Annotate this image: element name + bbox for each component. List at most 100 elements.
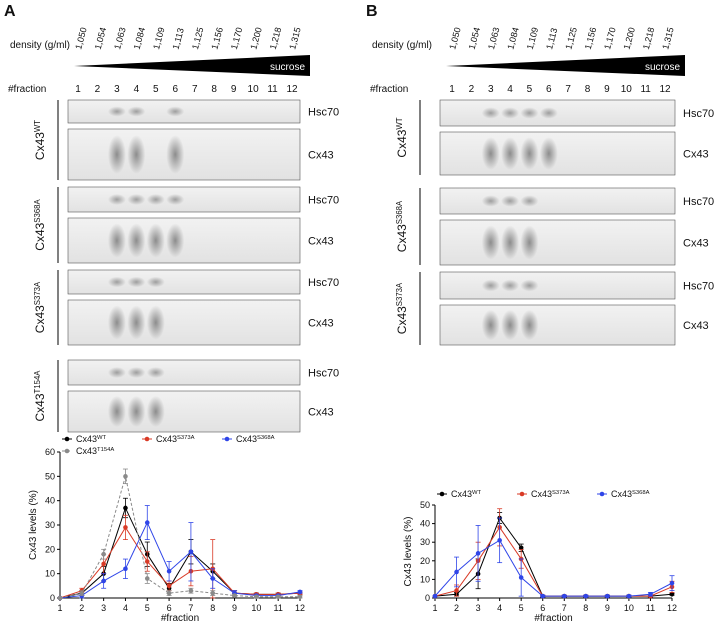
x-tick-label: 9 bbox=[605, 603, 610, 613]
fraction-number: 2 bbox=[469, 84, 475, 95]
density-value: 1,125 bbox=[190, 26, 205, 50]
y-tick-label: 30 bbox=[420, 537, 430, 547]
blot-strip bbox=[439, 187, 676, 215]
construct-label-base: Cx43 bbox=[33, 305, 47, 333]
legend-swatch bbox=[144, 436, 150, 442]
data-point bbox=[101, 578, 106, 584]
x-tick-label: 4 bbox=[123, 603, 128, 613]
blot-band bbox=[166, 223, 185, 258]
legend-swatch bbox=[64, 448, 70, 454]
construct-label: Cx43T154A bbox=[33, 370, 48, 422]
data-point bbox=[123, 505, 128, 511]
construct-label-base: Cx43 bbox=[33, 393, 47, 421]
fraction-number: 11 bbox=[640, 84, 651, 95]
band-label: Hsc70 bbox=[308, 368, 339, 380]
y-tick-label: 10 bbox=[420, 574, 430, 584]
x-tick-label: 3 bbox=[101, 603, 106, 613]
blot-band bbox=[501, 309, 520, 341]
band-label: Cx43 bbox=[683, 149, 709, 161]
y-tick-label: 30 bbox=[45, 520, 55, 530]
data-point bbox=[540, 593, 546, 599]
x-tick-label: 10 bbox=[624, 603, 634, 613]
construct-label: Cx43WT bbox=[395, 117, 410, 157]
band-label: Hsc70 bbox=[308, 195, 339, 207]
legend-swatch bbox=[64, 436, 70, 442]
density-value: 1,113 bbox=[171, 27, 186, 51]
fraction-number: 5 bbox=[527, 84, 533, 95]
series-line bbox=[59, 476, 300, 599]
data-point bbox=[57, 595, 63, 601]
band-label: Cx43 bbox=[308, 236, 334, 248]
fraction-number: 6 bbox=[546, 84, 552, 95]
blot-strip bbox=[67, 269, 301, 295]
density-value: 1,084 bbox=[132, 26, 147, 50]
blot-strip bbox=[439, 304, 676, 346]
legend-swatch bbox=[224, 436, 230, 442]
y-tick-label: 40 bbox=[420, 519, 430, 529]
series-line bbox=[59, 506, 301, 599]
data-point bbox=[626, 593, 632, 599]
blot-band bbox=[146, 367, 165, 378]
fraction-number: 9 bbox=[231, 84, 237, 95]
legend-entry-sup: WT bbox=[97, 435, 107, 441]
density-label: density (g/ml) bbox=[10, 40, 70, 51]
blot-band bbox=[166, 194, 185, 205]
data-point bbox=[669, 580, 675, 586]
y-tick-label: 20 bbox=[420, 556, 430, 566]
blot-strip bbox=[439, 131, 676, 176]
x-tick-label: 10 bbox=[251, 603, 261, 613]
fraction-number: 11 bbox=[267, 84, 278, 95]
data-point bbox=[101, 551, 106, 557]
data-point bbox=[432, 593, 438, 599]
x-axis-label: #fraction bbox=[534, 613, 572, 621]
density-value: 1,170 bbox=[602, 26, 617, 50]
construct-label-sup: S373A bbox=[395, 282, 404, 306]
legend-entry-sup: S373A bbox=[177, 435, 195, 441]
band-label: Cx43 bbox=[683, 320, 709, 332]
data-point bbox=[123, 474, 128, 479]
construct-label-sup: S368A bbox=[395, 200, 404, 224]
x-tick-label: 4 bbox=[497, 603, 502, 613]
legend-entry: Cx43WT bbox=[76, 434, 107, 444]
fraction-number: 10 bbox=[248, 84, 260, 95]
series-line bbox=[59, 526, 301, 599]
legend-swatch bbox=[439, 491, 445, 497]
density-label: density (g/ml) bbox=[372, 40, 432, 51]
x-axis-label: #fraction bbox=[161, 613, 199, 621]
x-tick-label: 5 bbox=[519, 603, 524, 613]
sucrose-gradient bbox=[74, 55, 310, 76]
blot-band bbox=[107, 305, 126, 340]
legend-swatch bbox=[599, 491, 605, 497]
fraction-number: 3 bbox=[114, 84, 120, 95]
data-point bbox=[275, 594, 281, 600]
data-point bbox=[254, 594, 259, 600]
blot-band bbox=[539, 137, 558, 170]
blot-band bbox=[481, 309, 500, 341]
sucrose-gradient bbox=[446, 55, 685, 76]
blot-band bbox=[127, 367, 146, 378]
fraction-number: 5 bbox=[153, 84, 159, 95]
fraction-number: 8 bbox=[211, 84, 217, 95]
data-point bbox=[144, 520, 150, 525]
blot-band bbox=[501, 107, 520, 119]
data-point bbox=[210, 576, 216, 581]
legend-swatch bbox=[519, 491, 525, 497]
panel-letter: A bbox=[4, 3, 16, 20]
legend-entry-sup: WT bbox=[472, 490, 482, 496]
blot-band bbox=[127, 223, 146, 258]
data-point bbox=[518, 575, 524, 580]
legend-entry-base: Cx43 bbox=[76, 446, 97, 456]
panel-letter: B bbox=[366, 3, 378, 20]
x-tick-label: 8 bbox=[583, 603, 588, 613]
legend-entry: Cx43S373A bbox=[156, 434, 195, 444]
blot-band bbox=[146, 276, 165, 288]
blot-band bbox=[520, 107, 539, 119]
construct-label-sup: T154A bbox=[33, 370, 42, 394]
y-tick-label: 60 bbox=[45, 447, 55, 457]
data-point bbox=[144, 559, 150, 564]
blot-band bbox=[127, 276, 146, 288]
blot-strip bbox=[67, 390, 301, 433]
x-tick-label: 2 bbox=[79, 603, 84, 613]
blot-band bbox=[107, 395, 126, 428]
